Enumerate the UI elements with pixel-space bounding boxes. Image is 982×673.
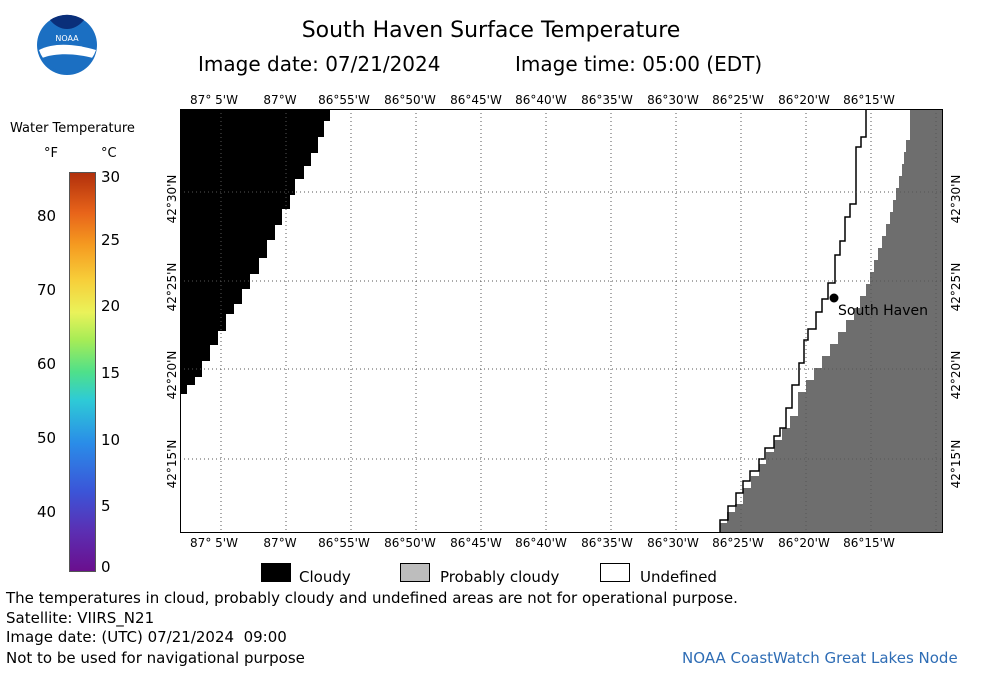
utc-date: Image date: (UTC) 07/21/2024 09:00 xyxy=(6,628,287,646)
nav-warning: Not to be used for navigational purpose xyxy=(6,649,305,667)
lon-label-bottom: 86°20'W xyxy=(778,536,830,550)
lon-label-bottom: 86°50'W xyxy=(384,536,436,550)
f-tick-80: 80 xyxy=(37,207,57,225)
lat-label-left: 42°15'N xyxy=(165,439,179,489)
land-area xyxy=(720,109,943,533)
lon-label-top: 86°50'W xyxy=(384,93,436,107)
c-tick-0: 0 xyxy=(101,558,111,576)
graticule xyxy=(180,109,943,533)
legend-label-probably-cloudy: Probably cloudy xyxy=(440,568,560,586)
lon-label-bottom: 86°40'W xyxy=(515,536,567,550)
c-tick-25: 25 xyxy=(101,231,121,249)
map-border xyxy=(180,109,943,533)
f-tick-70: 70 xyxy=(37,281,57,299)
lon-label-bottom: 86°35'W xyxy=(581,536,633,550)
unit-celsius: °C xyxy=(101,146,117,161)
lon-label-bottom: 86°45'W xyxy=(450,536,502,550)
legend-swatch-probably-cloudy xyxy=(400,563,430,582)
lon-label-bottom: 86°25'W xyxy=(712,536,764,550)
lon-label-bottom: 86°55'W xyxy=(318,536,370,550)
page-title: South Haven Surface Temperature xyxy=(301,18,681,43)
lat-label-left: 42°20'N xyxy=(165,350,179,400)
place-label: South Haven xyxy=(838,303,929,319)
lon-label-bottom: 86°30'W xyxy=(647,536,699,550)
lat-label-right: 42°30'N xyxy=(949,174,963,224)
cloud-area xyxy=(180,109,330,394)
map-panel xyxy=(180,109,943,533)
lat-label-right: 42°20'N xyxy=(949,350,963,400)
lon-label-top: 86°20'W xyxy=(778,93,830,107)
image-date: Image date: 07/21/2024 xyxy=(198,52,441,76)
unit-fahrenheit: °F xyxy=(44,146,58,161)
lat-label-right: 42°25'N xyxy=(949,262,963,312)
lon-label-top: 86°55'W xyxy=(318,93,370,107)
lon-label-top: 86°25'W xyxy=(712,93,764,107)
lon-label-bottom: 87° 5'W xyxy=(190,536,238,550)
satellite-info: Satellite: VIIRS_N21 xyxy=(6,609,155,627)
legend-label-undefined: Undefined xyxy=(640,568,717,586)
f-tick-50: 50 xyxy=(37,429,57,447)
c-tick-20: 20 xyxy=(101,297,121,315)
disclaimer: The temperatures in cloud, probably clou… xyxy=(6,589,738,607)
lat-label-right: 42°15'N xyxy=(949,439,963,489)
lon-label-top: 87° 5'W xyxy=(190,93,238,107)
f-tick-60: 60 xyxy=(37,355,57,373)
lon-label-top: 86°30'W xyxy=(647,93,699,107)
location-marker-icon xyxy=(829,293,839,303)
f-tick-40: 40 xyxy=(37,503,57,521)
lon-label-bottom: 87°W xyxy=(263,536,297,550)
legend-swatch-undefined xyxy=(600,563,630,582)
c-tick-30: 30 xyxy=(101,168,121,186)
lon-label-top: 86°45'W xyxy=(450,93,502,107)
shoreline xyxy=(719,109,867,533)
lon-label-top: 86°40'W xyxy=(515,93,567,107)
lon-label-top: 87°W xyxy=(263,93,297,107)
lon-label-top: 86°15'W xyxy=(843,93,895,107)
credit-link[interactable]: NOAA CoastWatch Great Lakes Node xyxy=(682,649,958,667)
logo-text: NOAA xyxy=(55,34,79,43)
legend-label-cloudy: Cloudy xyxy=(299,568,351,586)
c-tick-5: 5 xyxy=(101,497,111,515)
image-time: Image time: 05:00 (EDT) xyxy=(515,52,763,76)
lat-label-left: 42°30'N xyxy=(165,174,179,224)
c-tick-15: 15 xyxy=(101,364,121,382)
color-scale-bar xyxy=(69,172,96,572)
scale-title: Water Temperature xyxy=(10,121,135,136)
lon-label-bottom: 86°15'W xyxy=(843,536,895,550)
c-tick-10: 10 xyxy=(101,431,121,449)
legend-swatch-cloudy xyxy=(261,563,291,582)
lat-label-left: 42°25'N xyxy=(165,262,179,312)
lon-label-top: 86°35'W xyxy=(581,93,633,107)
noaa-logo: NOAA xyxy=(37,14,97,75)
